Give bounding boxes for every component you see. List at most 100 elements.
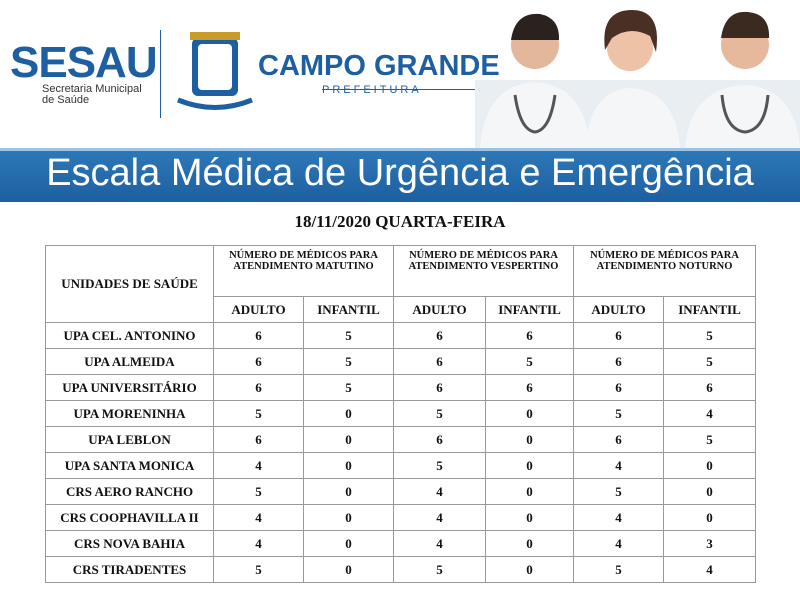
table-row: CRS NOVA BAHIA 4 0 4 0 4 3 — [45, 530, 756, 557]
table-row: CRS TIRADENTES 5 0 5 0 5 4 — [45, 556, 756, 583]
table-row: UPA MORENINHA 5 0 5 0 5 4 — [45, 400, 756, 427]
banner — [0, 148, 800, 202]
unit-name: UPA CEL. ANTONINO — [45, 322, 214, 349]
doctor-count: 0 — [663, 478, 756, 505]
table-row: UPA ALMEIDA 6 5 6 5 6 5 — [45, 348, 756, 375]
table-row: UPA CEL. ANTONINO 6 5 6 6 6 5 — [45, 322, 756, 349]
subheader: INFANTIL — [485, 296, 574, 323]
doctor-count: 5 — [303, 374, 394, 401]
doctor-count: 4 — [213, 452, 304, 479]
doctor-count: 6 — [573, 322, 664, 349]
doctor-count: 0 — [485, 478, 574, 505]
subheader: INFANTIL — [303, 296, 394, 323]
doctor-count: 5 — [303, 348, 394, 375]
doctor-count: 0 — [485, 426, 574, 453]
doctor-count: 4 — [573, 504, 664, 531]
doctor-count: 0 — [303, 504, 394, 531]
doctor-count: 5 — [393, 452, 486, 479]
group-header: NÚMERO DE MÉDICOS PARA ATENDIMENTO VESPE… — [393, 245, 574, 297]
doctor-count: 0 — [303, 530, 394, 557]
doctor-count: 5 — [393, 400, 486, 427]
unit-name: UPA LEBLON — [45, 426, 214, 453]
doctor-count: 0 — [663, 452, 756, 479]
doctor-count: 6 — [393, 426, 486, 453]
table-row: CRS AERO RANCHO 5 0 4 0 5 0 — [45, 478, 756, 505]
banner-title: Escala Médica de Urgência e Emergência — [46, 152, 754, 194]
doctor-count: 4 — [393, 530, 486, 557]
doctor-count: 4 — [573, 530, 664, 557]
doctor-count: 0 — [303, 426, 394, 453]
crest — [177, 32, 253, 110]
unit-name: UPA ALMEIDA — [45, 348, 214, 375]
subheader-row: ADULTO INFANTIL ADULTO INFANTIL ADULTO INFANT… — [46, 296, 756, 323]
doctor-count: 4 — [393, 504, 486, 531]
table-body: UPA CEL. ANTONINO 6 5 6 6 6 5 UPA ALMEIDA 6 5 6 5 6 5… — [45, 322, 756, 583]
doctor-count: 4 — [573, 452, 664, 479]
schedule-table: UNIDADES DE SAÚDE NÚMERO DE MÉDICOS PARA… — [45, 245, 756, 583]
doctor-count: 4 — [393, 478, 486, 505]
doctors-illustration — [475, 10, 800, 148]
logo-subtitle: Secretaria Municipal de Saúde — [42, 83, 142, 106]
doctor-count: 6 — [393, 348, 486, 375]
doctor-count: 6 — [573, 348, 664, 375]
doctor-count: 6 — [393, 374, 486, 401]
unit-name: UPA MORENINHA — [45, 400, 214, 427]
doctor-count: 5 — [663, 426, 756, 453]
doctor-count: 5 — [663, 322, 756, 349]
doctor-count: 6 — [485, 322, 574, 349]
doctor-count: 5 — [485, 348, 574, 375]
separator — [160, 30, 161, 118]
doctor-count: 5 — [573, 400, 664, 427]
subheader: INFANTIL — [663, 296, 756, 323]
city-name: CAMPO GRANDE — [258, 50, 500, 82]
doctor-count: 0 — [485, 452, 574, 479]
doctor-count: 5 — [573, 478, 664, 505]
doctor-count: 4 — [663, 400, 756, 427]
city-subtitle: PREFEITURA — [322, 84, 422, 96]
unit-name: CRS AERO RANCHO — [45, 478, 214, 505]
doctor-count: 3 — [663, 530, 756, 557]
unit-name: CRS TIRADENTES — [45, 556, 214, 583]
doctor-count: 5 — [213, 400, 304, 427]
group-header: NÚMERO DE MÉDICOS PARA ATENDIMENTO MATUT… — [213, 245, 394, 297]
doctor-count: 6 — [573, 426, 664, 453]
group-header: NÚMERO DE MÉDICOS PARA ATENDIMENTO NOTUR… — [573, 245, 756, 297]
doctor-count: 6 — [213, 374, 304, 401]
doctor-count: 0 — [303, 452, 394, 479]
doctor-count: 0 — [485, 556, 574, 583]
doctor-count: 0 — [485, 400, 574, 427]
doctor-count: 0 — [485, 504, 574, 531]
doctor-count: 5 — [213, 478, 304, 505]
doctor-count: 6 — [663, 374, 756, 401]
subheader: ADULTO — [393, 296, 486, 323]
header-art — [177, 10, 800, 148]
doctor-count: 5 — [213, 556, 304, 583]
doctor-count: 5 — [663, 348, 756, 375]
unit-name: CRS COOPHAVILLA II — [45, 504, 214, 531]
date: 18/11/2020 QUARTA-FEIRA — [294, 212, 506, 231]
doctor-count: 4 — [213, 504, 304, 531]
subheader: ADULTO — [213, 296, 304, 323]
doctor-count: 6 — [485, 374, 574, 401]
table-head: UNIDADES DE SAÚDE NÚMERO DE MÉDICOS PARA… — [45, 245, 756, 323]
doctor-count: 0 — [303, 400, 394, 427]
logo: SESAU — [10, 38, 158, 87]
doctor-count: 5 — [303, 322, 394, 349]
table-row: UPA UNIVERSITÁRIO 6 5 6 6 6 6 — [45, 374, 756, 401]
unit-name: CRS NOVA BAHIA — [45, 530, 214, 557]
doctor-count: 0 — [485, 530, 574, 557]
doctor-count: 4 — [213, 530, 304, 557]
doctor-count: 6 — [393, 322, 486, 349]
subheader: ADULTO — [573, 296, 664, 323]
unit-name: UPA UNIVERSITÁRIO — [45, 374, 214, 401]
table-row: CRS COOPHAVILLA II 4 0 4 0 4 0 — [45, 504, 756, 531]
unit-name: UPA SANTA MONICA — [45, 452, 214, 479]
table-row: UPA LEBLON 6 0 6 0 6 5 — [45, 426, 756, 453]
doctor-count: 0 — [303, 556, 394, 583]
doctor-count: 0 — [663, 504, 756, 531]
doctor-count: 6 — [213, 348, 304, 375]
doctor-count: 6 — [573, 374, 664, 401]
group-row: UNIDADES DE SAÚDE NÚMERO DE MÉDICOS PARA… — [45, 245, 756, 323]
doctor-count: 5 — [573, 556, 664, 583]
